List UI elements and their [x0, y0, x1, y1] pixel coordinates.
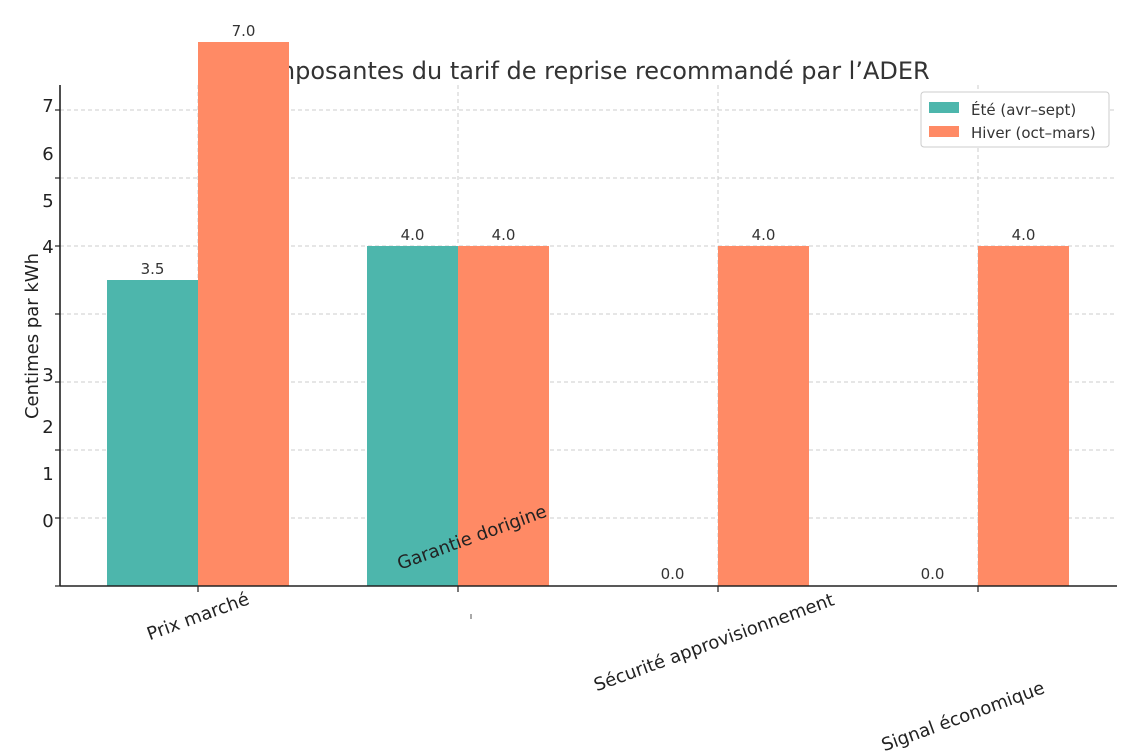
chart-title: Composantes du tarif de reprise recomman…	[240, 57, 929, 85]
category-label: Signal économique	[879, 678, 1048, 756]
bar-value-label: 4.0	[752, 226, 776, 244]
bar	[107, 280, 198, 586]
legend-frame	[920, 91, 1110, 148]
bars	[107, 42, 1069, 586]
legend-swatch-ete	[929, 102, 959, 113]
y-tick-label: 3	[42, 365, 53, 386]
bar	[978, 246, 1069, 586]
bar-value-label: 4.0	[401, 226, 425, 244]
bar-value-label: 4.0	[1012, 226, 1036, 244]
y-tick-label: 0	[42, 511, 53, 532]
legend-label-hiver: Hiver (oct–mars)	[971, 124, 1096, 142]
bar	[718, 246, 809, 586]
y-tick-label: 7	[42, 96, 53, 117]
bar	[198, 42, 289, 586]
axes	[59, 85, 1117, 592]
y-tick-labels: 0 1 2 3 4 5 6 7	[42, 96, 60, 587]
y-axis-label: Centimes par kWh	[22, 253, 43, 419]
y-tick-label: 5	[42, 191, 53, 212]
category-label: Sécurité approvisionnement	[591, 590, 837, 697]
legend-swatch-hiver	[929, 126, 959, 137]
bar-value-label: 7.0	[232, 22, 256, 40]
bar	[367, 246, 458, 586]
y-tick-label: 4	[42, 237, 53, 258]
bar-value-label: 3.5	[141, 260, 165, 278]
bar-value-label: 0.0	[921, 565, 945, 583]
data-labels: 3.5 4.0 0.0 0.0 7.0 4.0 4.0 4.0	[141, 22, 1036, 583]
y-tick-label: 1	[42, 464, 53, 485]
bar-value-label: 4.0	[492, 226, 516, 244]
category-label: Prix marché	[144, 589, 252, 645]
y-tick-label: 2	[42, 417, 53, 438]
y-tick-label: 6	[42, 144, 53, 165]
legend: Été (avr–sept) Hiver (oct–mars)	[920, 91, 1110, 148]
bar-value-label: 0.0	[661, 565, 685, 583]
legend-label-ete: Été (avr–sept)	[971, 100, 1076, 119]
bar	[458, 246, 549, 586]
